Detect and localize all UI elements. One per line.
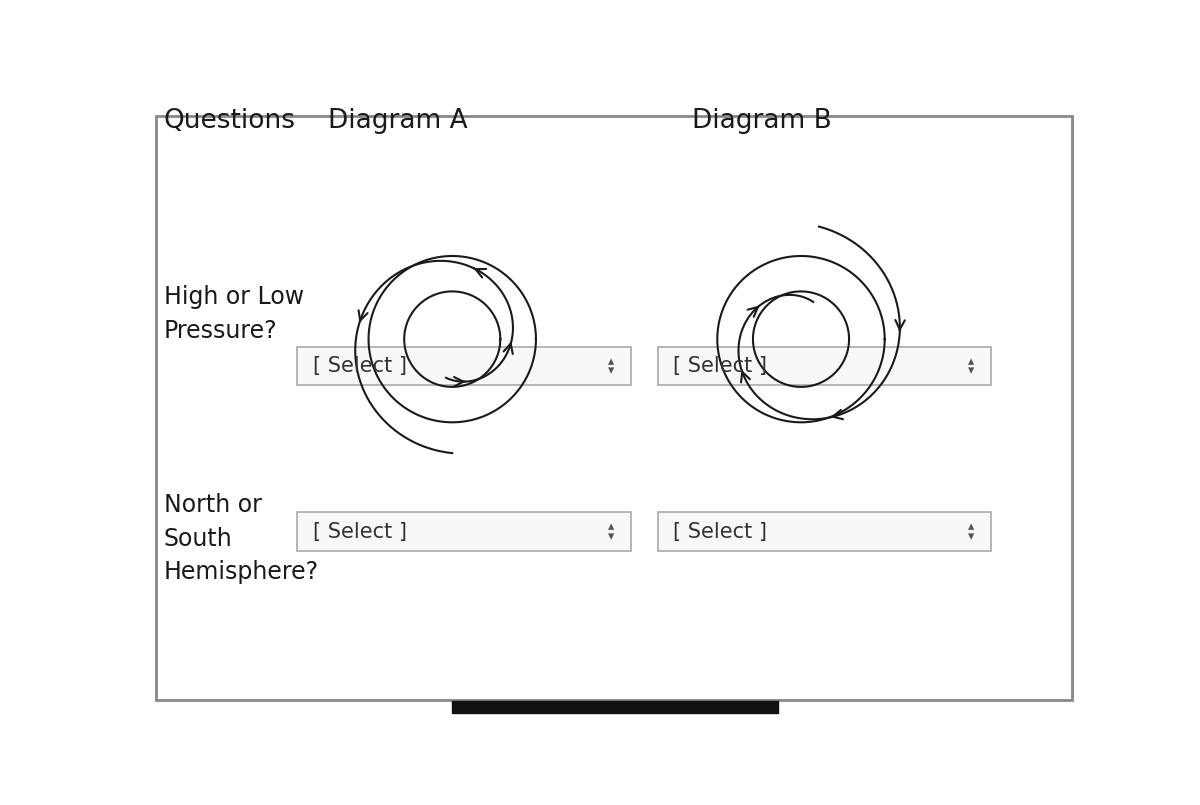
- Bar: [452, 701, 778, 713]
- Text: Diagram B: Diagram B: [692, 108, 833, 134]
- Text: [ Select ]: [ Select ]: [313, 356, 407, 376]
- Bar: [658, 513, 991, 551]
- Text: ▴: ▴: [608, 521, 614, 534]
- Text: ▾: ▾: [968, 530, 974, 543]
- Text: North or
South
Hemisphere?: North or South Hemisphere?: [164, 493, 319, 584]
- Text: ▾: ▾: [968, 364, 974, 378]
- Text: Questions: Questions: [164, 108, 296, 134]
- Text: ▴: ▴: [968, 355, 974, 368]
- Text: [ Select ]: [ Select ]: [673, 356, 767, 376]
- Text: [ Select ]: [ Select ]: [673, 522, 767, 542]
- Text: [ Select ]: [ Select ]: [313, 522, 407, 542]
- Bar: [298, 347, 630, 386]
- Text: ▾: ▾: [608, 530, 614, 543]
- Text: ▾: ▾: [608, 364, 614, 378]
- Text: High or Low
Pressure?: High or Low Pressure?: [164, 285, 304, 343]
- Text: ▴: ▴: [968, 521, 974, 534]
- Bar: [658, 347, 991, 386]
- FancyBboxPatch shape: [156, 116, 1073, 700]
- Text: ▴: ▴: [608, 355, 614, 368]
- Bar: [298, 513, 630, 551]
- Text: Diagram A: Diagram A: [329, 108, 468, 134]
